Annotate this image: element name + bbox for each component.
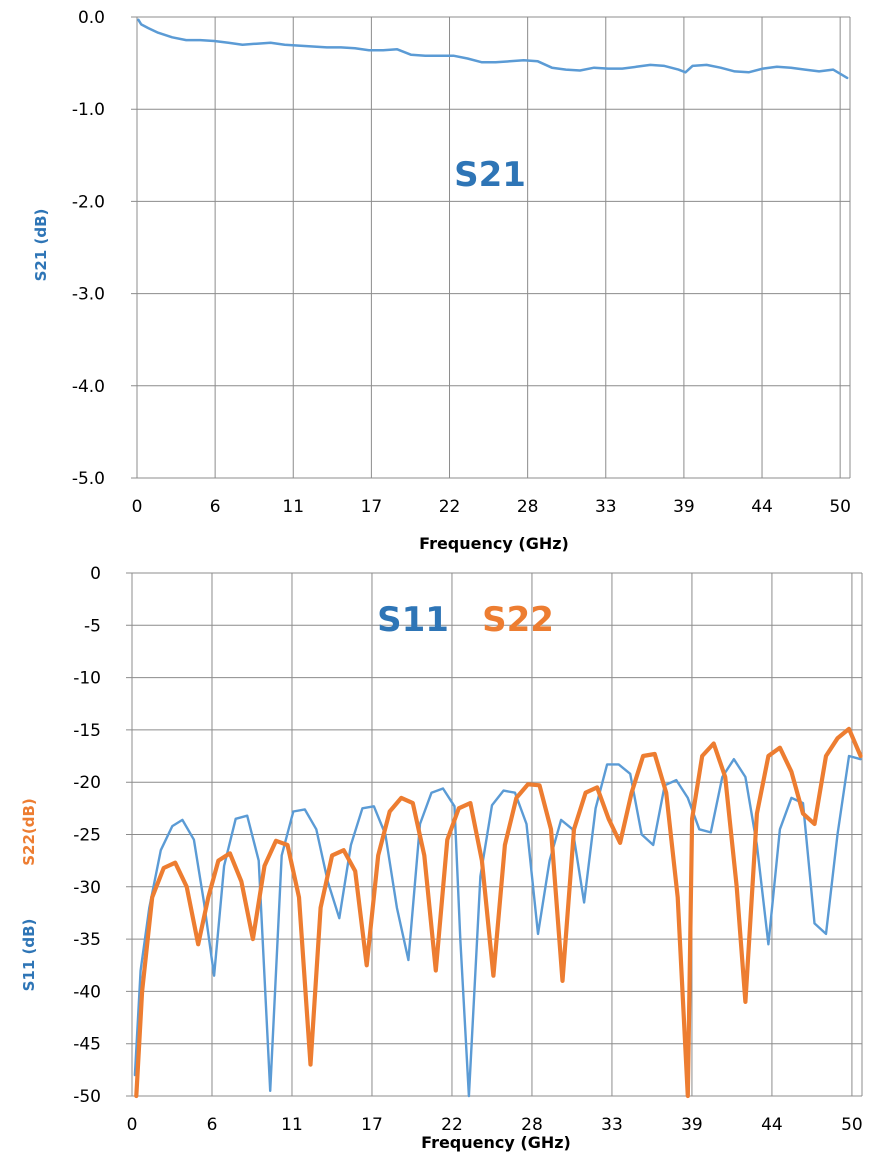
x-tick-label: 17	[361, 1115, 383, 1135]
x-tick-label: 11	[281, 1115, 303, 1135]
y-tick-label: -20	[73, 773, 101, 793]
s21-series-line	[137, 18, 849, 80]
s11-s22-x-axis-title: Frequency (GHz)	[421, 1133, 571, 1152]
y-tick-label: -30	[73, 878, 101, 898]
x-tick-label: 50	[829, 497, 851, 517]
s11-s22-series	[133, 726, 863, 1099]
s11-s22-gridlines	[126, 572, 863, 1097]
s21-series	[137, 18, 849, 80]
y-tick-label: -1.0	[72, 100, 105, 120]
s21-x-axis-title: Frequency (GHz)	[419, 534, 569, 553]
x-tick-label: 0	[132, 497, 143, 517]
y-tick-label: -3.0	[72, 285, 105, 305]
x-tick-label: 17	[361, 497, 383, 517]
x-tick-label: 11	[282, 497, 304, 517]
x-tick-label: 44	[751, 497, 773, 517]
y-tick-label: -25	[73, 826, 101, 846]
y-tick-label: -35	[73, 930, 101, 950]
s11-s22-chart: 0 6 11 17 22 28 33 39 44 50 0 -5 -10 -15 -20 -25 -30 -35…	[20, 564, 863, 1152]
y-tick-label: -5	[84, 616, 101, 636]
s22-annotation: S22	[482, 600, 554, 640]
x-tick-label: 28	[517, 497, 539, 517]
s21-chart: 0 6 11 17 22 28 33 39 44 50 0.0 -1.0 -2.0 -3.0 -4.0 -5…	[32, 8, 851, 553]
y-tick-label: 0.0	[78, 8, 105, 28]
s11-s22-x-tick-labels: 0 6 11 17 22 28 33 39 44 50	[127, 1115, 863, 1135]
x-tick-label: 33	[595, 497, 617, 517]
s21-y-axis-title: S21 (dB)	[32, 209, 50, 282]
y-tick-label: -5.0	[72, 469, 105, 489]
s22-y-axis-title: S22(dB)	[20, 798, 38, 866]
x-tick-label: 28	[521, 1115, 543, 1135]
x-tick-label: 0	[127, 1115, 138, 1135]
y-tick-label: -40	[73, 982, 101, 1002]
x-tick-label: 50	[841, 1115, 863, 1135]
s11-series-line	[133, 754, 862, 1098]
y-tick-label: -4.0	[72, 377, 105, 397]
y-tick-label: -10	[73, 669, 101, 689]
x-tick-label: 22	[439, 497, 461, 517]
y-tick-label: -45	[73, 1035, 101, 1055]
s11-s22-y-tick-labels: 0 -5 -10 -15 -20 -25 -30 -35 -40 -45 -50	[73, 564, 101, 1107]
x-tick-label: 6	[210, 497, 221, 517]
x-tick-label: 22	[441, 1115, 463, 1135]
s21-x-tick-labels: 0 6 11 17 22 28 33 39 44 50	[132, 497, 851, 517]
x-tick-label: 39	[681, 1115, 703, 1135]
y-tick-label: 0	[90, 564, 101, 584]
x-tick-label: 33	[601, 1115, 623, 1135]
x-tick-label: 6	[207, 1115, 218, 1135]
x-tick-label: 39	[673, 497, 695, 517]
s22-series-line	[134, 726, 863, 1099]
s11-annotation: S11	[377, 600, 449, 640]
s21-y-tick-labels: 0.0 -1.0 -2.0 -3.0 -4.0 -5.0	[72, 8, 105, 489]
y-tick-label: -50	[73, 1087, 101, 1107]
s11-y-axis-title: S11 (dB)	[20, 919, 38, 992]
y-tick-label: -2.0	[72, 192, 105, 212]
x-tick-label: 44	[761, 1115, 783, 1135]
s21-annotation: S21	[454, 155, 526, 195]
s21-gridlines	[131, 16, 851, 479]
y-tick-label: -15	[73, 721, 101, 741]
